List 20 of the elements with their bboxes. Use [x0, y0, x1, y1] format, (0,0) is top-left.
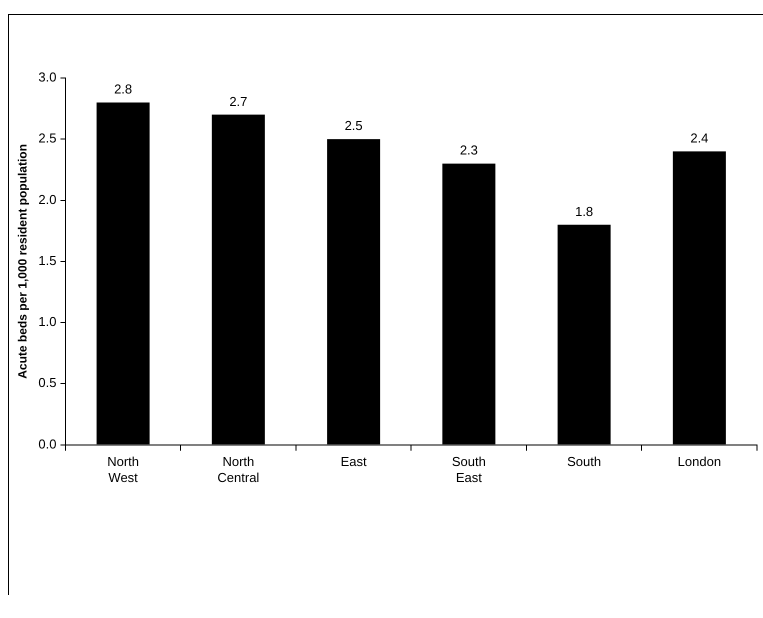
data-label: 2.8 [114, 82, 132, 97]
x-tick-label: London [678, 454, 722, 470]
y-tick-label: 0.5 [38, 375, 56, 390]
y-tick-label: 0.0 [38, 436, 56, 452]
data-label: 2.7 [229, 94, 248, 109]
y-tick-label: 2.5 [38, 130, 56, 146]
data-label: 1.8 [575, 204, 594, 219]
y-tick-label: 1.0 [38, 314, 56, 330]
y-axis-title: Acute beds per 1,000 resident population [16, 144, 30, 379]
y-tick-label: 3.0 [38, 70, 56, 85]
data-label: 2.4 [690, 130, 708, 146]
data-label: 2.3 [460, 142, 478, 158]
data-label: 2.5 [344, 118, 363, 134]
x-tick-label: South [567, 454, 602, 470]
x-tick-label: North West [107, 454, 139, 485]
x-tick-label: East [340, 454, 367, 470]
y-tick-label: 1.5 [38, 252, 56, 268]
y-tick-label: 2.0 [38, 192, 56, 207]
x-tick-label: North Central [217, 454, 260, 485]
x-tick-label: South East [452, 454, 486, 485]
